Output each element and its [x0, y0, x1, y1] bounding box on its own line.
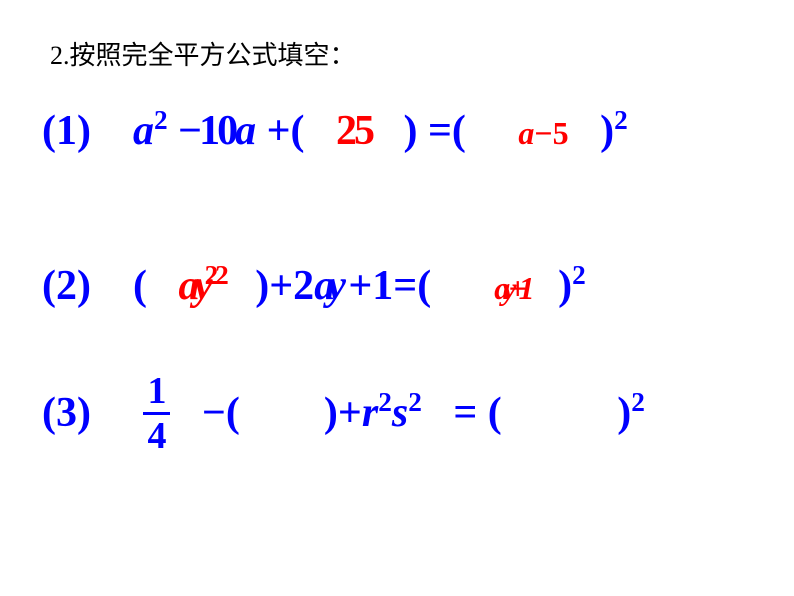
eq1-a2: a	[235, 108, 256, 154]
eq3-frac-top: 1	[143, 372, 170, 415]
page-title: 2.按照完全平方公式填空：	[50, 35, 356, 72]
eq3-s: s	[392, 390, 408, 436]
eq3-close: )	[617, 390, 631, 436]
equation-2: (2) ( a y2 2 )+2ay +1=( ay+1 )2	[42, 260, 586, 310]
eq2-label: (2)	[42, 263, 91, 309]
eq1-answer1: 25	[336, 108, 372, 154]
eq3-exp-r: 2	[378, 387, 392, 417]
eq1-minus10: −10	[178, 108, 235, 154]
eq1-exp-a: 2	[154, 105, 168, 135]
eq1-close-eq-open: ) =(	[404, 108, 466, 154]
eq2-final-exp: 2	[572, 260, 586, 290]
eq3-close-plus: )+	[324, 390, 362, 436]
eq2-answer1-exp: 2 2	[205, 260, 224, 290]
eq1-var-a: a	[133, 108, 154, 154]
eq3-frac-bot: 4	[143, 415, 170, 455]
eq3-exp-s: 2	[408, 387, 422, 417]
equation-3: (3) 1 4 −( )+r2s2 = ( )2	[42, 375, 645, 458]
eq3-label: (3)	[42, 390, 91, 436]
eq2-plus1-eq: +1=(	[348, 263, 431, 309]
eq2-close-plus: )+2	[255, 263, 314, 309]
eq2-close: )	[558, 263, 572, 309]
eq1-answer2a: a	[518, 115, 534, 151]
eq3-r: r	[362, 390, 378, 436]
eq3-equals-paren: = (	[453, 390, 501, 436]
eq1-label: (1)	[42, 108, 91, 154]
equation-1: (1) a2 −10a +( 25 ) =( a−5 )2	[42, 105, 628, 155]
eq1-plus-paren: +(	[267, 108, 305, 154]
eq1-close: )	[600, 108, 614, 154]
eq3-final-exp: 2	[631, 387, 645, 417]
eq2-answer1: a y	[178, 263, 204, 309]
eq1-answer2-m5: −5	[534, 115, 568, 151]
eq2-open: (	[133, 263, 147, 309]
eq3-fraction: 1 4	[143, 372, 170, 455]
eq2-ay: ay	[314, 263, 338, 309]
eq3-minus-paren: −(	[202, 390, 240, 436]
eq1-final-exp: 2	[614, 105, 628, 135]
eq2-answer2: ay+1	[494, 270, 526, 306]
